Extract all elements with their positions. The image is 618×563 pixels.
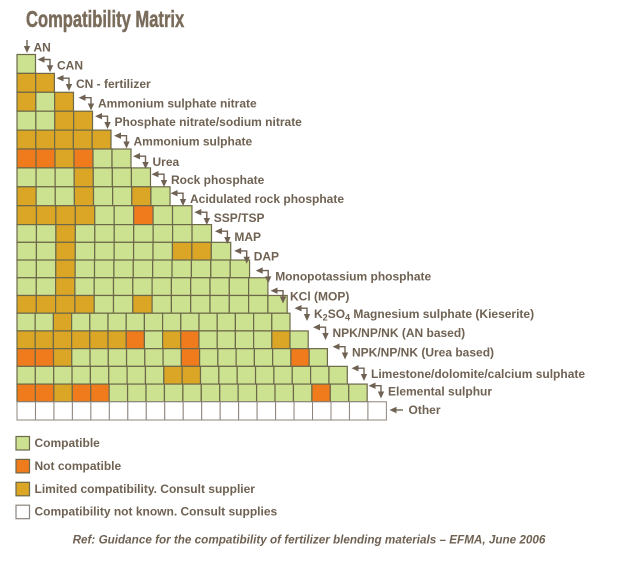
svg-text:Not compatible: Not compatible [35, 459, 122, 473]
svg-text:MAP: MAP [234, 230, 261, 244]
svg-text:Monopotassium phosphate: Monopotassium phosphate [275, 269, 431, 283]
svg-text:NPK/NP/NK (AN based): NPK/NP/NK (AN based) [333, 326, 466, 340]
svg-text:K2SO4 Magnesium sulphate (Kies: K2SO4 Magnesium sulphate (Kieserite) [314, 307, 534, 323]
svg-text:SSP/TSP: SSP/TSP [214, 211, 265, 225]
svg-text:Urea: Urea [153, 155, 180, 169]
svg-text:Elemental sulphur: Elemental sulphur [388, 385, 492, 399]
svg-text:Ammonium sulphate nitrate: Ammonium sulphate nitrate [98, 97, 257, 111]
svg-text:Acidulated rock phosphate: Acidulated rock phosphate [190, 192, 344, 206]
svg-text:NPK/NP/NK (Urea based): NPK/NP/NK (Urea based) [352, 346, 494, 360]
svg-text:Other: Other [409, 403, 441, 417]
svg-text:Compatibility not known. Consu: Compatibility not known. Consult supplie… [35, 505, 278, 519]
svg-text:Compatibility Matrix: Compatibility Matrix [26, 7, 184, 32]
svg-text:Compatible: Compatible [35, 436, 101, 450]
svg-text:Phosphate nitrate/sodium nitra: Phosphate nitrate/sodium nitrate [115, 115, 303, 129]
svg-text:CAN: CAN [57, 58, 83, 72]
svg-text:Ref: Guidance for the compatib: Ref: Guidance for the compatibility of f… [73, 533, 546, 546]
svg-text:Limestone/dolomite/calcium sul: Limestone/dolomite/calcium sulphate [371, 367, 585, 381]
svg-text:Rock phosphate: Rock phosphate [171, 173, 265, 187]
svg-text:Ammonium sulphate: Ammonium sulphate [134, 135, 253, 149]
svg-text:CN - fertilizer: CN - fertilizer [76, 77, 151, 91]
svg-text:Limited compatibility. Consult: Limited compatibility. Consult supplier [35, 482, 256, 496]
svg-text:DAP: DAP [254, 250, 279, 264]
svg-text:KCl (MOP): KCl (MOP) [290, 290, 349, 304]
svg-text:AN: AN [34, 41, 51, 55]
